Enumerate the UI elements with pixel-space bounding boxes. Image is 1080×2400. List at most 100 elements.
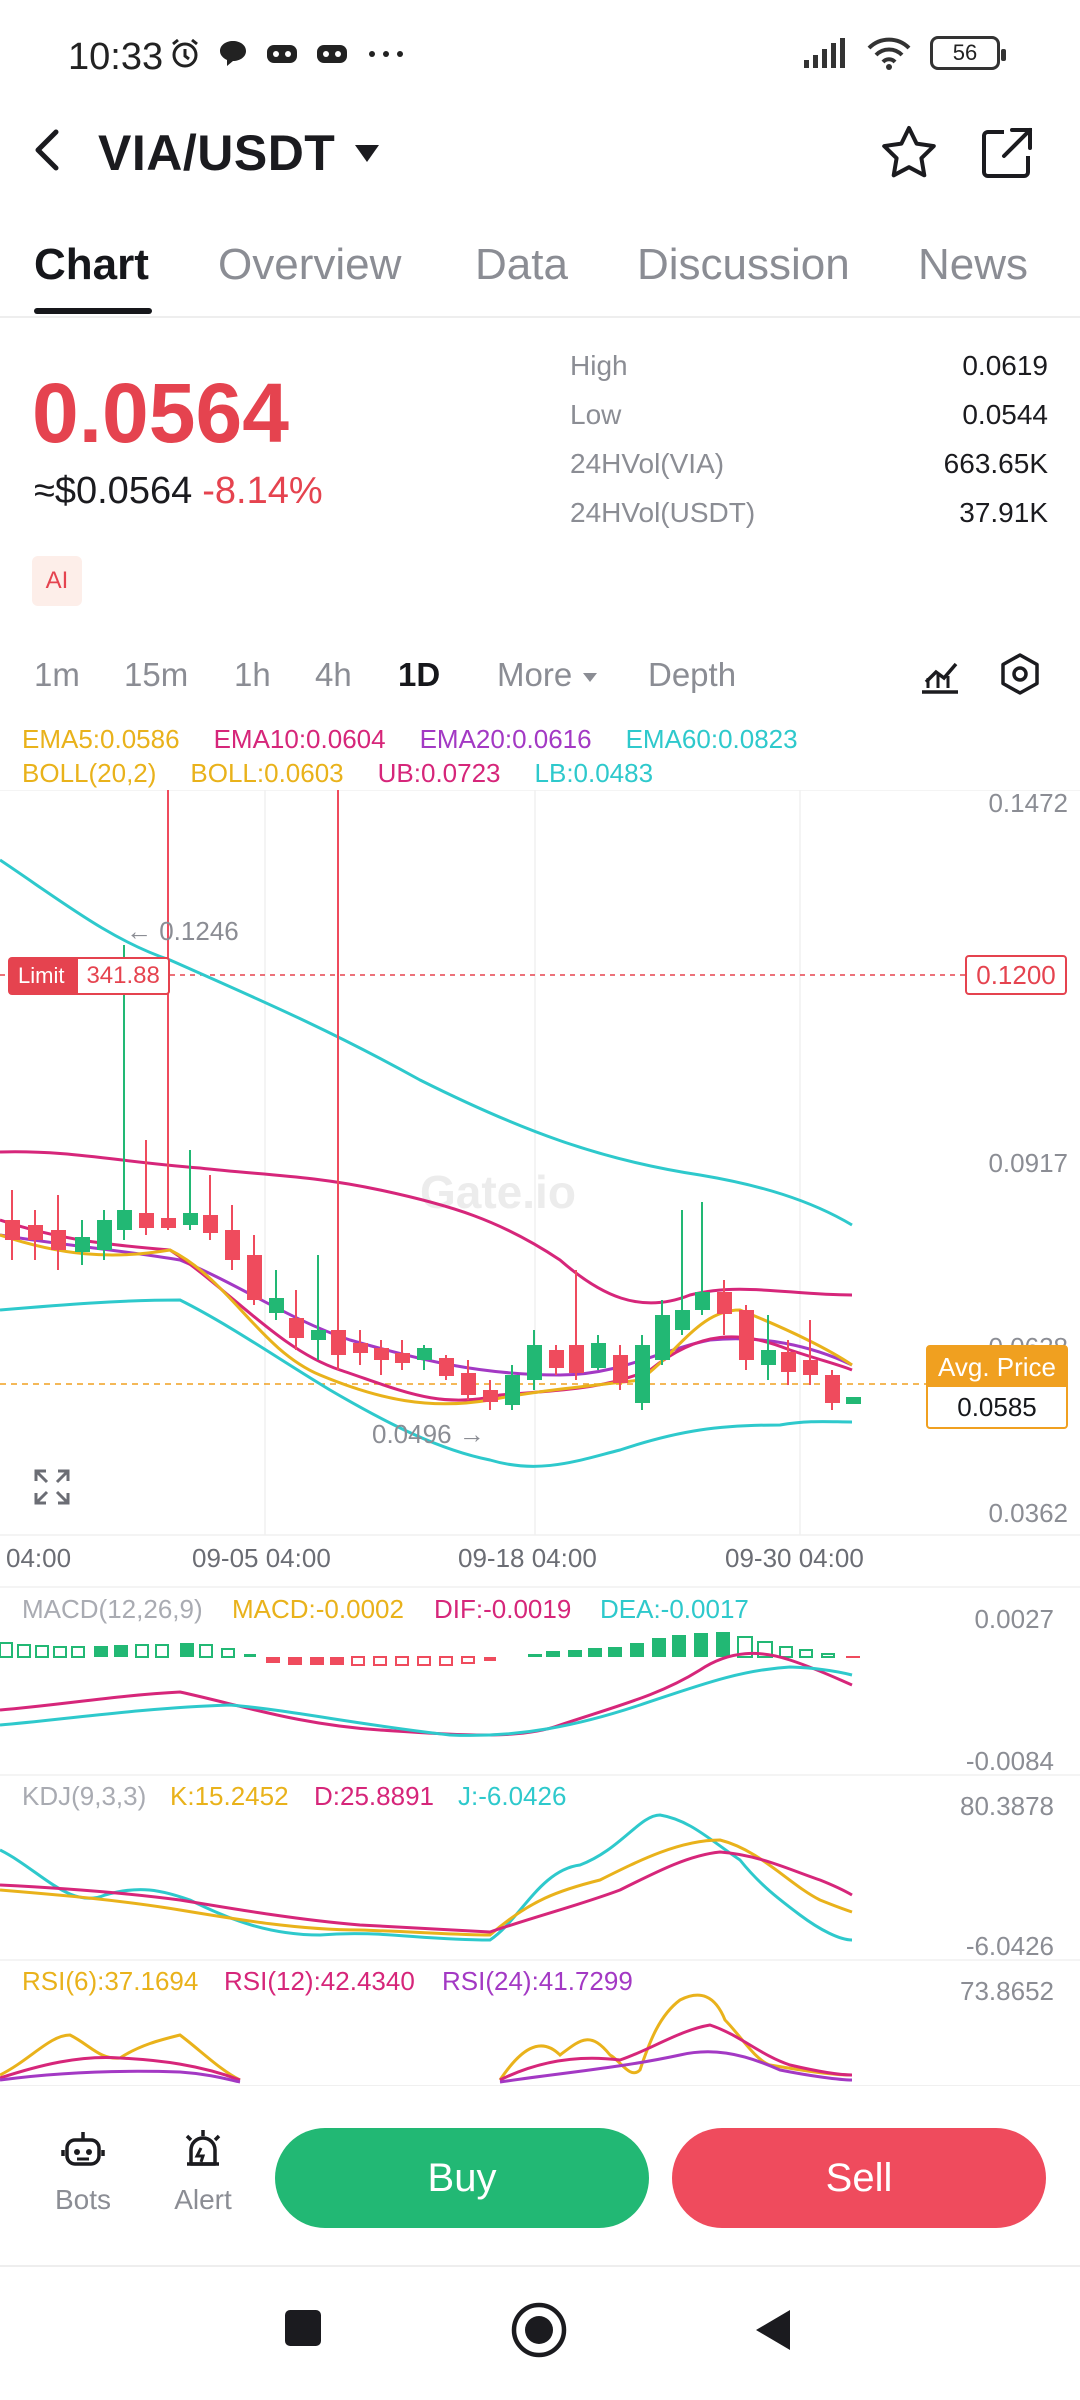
tab-chart[interactable]: Chart (34, 240, 149, 289)
stat-high: High 0.0619 (570, 350, 1048, 399)
interval-1m[interactable]: 1m (34, 656, 80, 693)
tab-data[interactable]: Data (475, 240, 568, 289)
usd-price: ≈$0.0564 -8.14% (34, 470, 323, 513)
stat-vol-via: 24HVol(VIA) 663.65K (570, 448, 1048, 497)
status-system-icons: 56 (802, 36, 1006, 70)
stat-value: 0.0619 (962, 350, 1048, 381)
rsi24-value: RSI(24):41.7299 (442, 1966, 633, 1996)
ema60-legend: EMA60:0.0823 (625, 724, 798, 754)
rsi12-value: RSI(12):42.4340 (224, 1966, 415, 1996)
macd-dif: DIF:-0.0019 (434, 1594, 571, 1624)
kdj-k-line (0, 1838, 853, 1937)
rsi6-value: RSI(6):37.1694 (22, 1966, 198, 1996)
home-button[interactable] (510, 2301, 568, 2364)
change-percent: -8.14% (202, 470, 323, 512)
header: VIA/USDT (0, 110, 1080, 200)
boll-params: BOLL(20,2) (22, 758, 157, 788)
depth-tab[interactable]: Depth (648, 656, 737, 693)
game-controller-icon (267, 45, 297, 63)
expand-icon (34, 1469, 70, 1505)
stat-value: 37.91K (959, 497, 1048, 528)
y-axis-label: 0.1472 (988, 790, 1068, 818)
bots-label: Bots (54, 2184, 112, 2215)
kdj-j: J:-6.0426 (458, 1781, 566, 1811)
boll-lower-line (0, 1298, 853, 1468)
ticker-stats: High 0.0619 Low 0.0544 24HVol(VIA) 663.65K … (570, 350, 1048, 546)
interval-1d[interactable]: 1D (398, 656, 441, 693)
interval-selector: 1m 15m 1h 4h 1D More Depth (0, 640, 1080, 710)
buy-button[interactable]: Buy (275, 2128, 649, 2228)
back-button[interactable] (26, 120, 86, 190)
share-button[interactable] (976, 122, 1038, 189)
chart-settings-button[interactable] (998, 652, 1042, 701)
favorite-button[interactable] (878, 122, 940, 189)
x-axis-label: 04:00 (6, 1543, 71, 1573)
alert-label: Alert (174, 2184, 232, 2215)
fullscreen-button[interactable] (30, 1465, 74, 1514)
limit-amount: 341.88 (76, 957, 170, 995)
macd-dea: DEA:-0.0017 (600, 1594, 749, 1624)
bottom-action-bar: Bots Alert Buy Sell (0, 2085, 1080, 2265)
interval-15m[interactable]: 15m (124, 656, 189, 693)
share-icon (982, 128, 1032, 178)
stat-label: Low (570, 399, 622, 430)
interval-more[interactable]: More (497, 656, 599, 694)
boll-ub: UB:0.0723 (377, 758, 501, 788)
tab-overview[interactable]: Overview (218, 240, 402, 289)
interval-1h[interactable]: 1h (234, 656, 271, 693)
alarm-icon (172, 38, 198, 68)
x-axis-label: 09-05 04:00 (192, 1543, 331, 1573)
kdj-title: KDJ(9,3,3) (22, 1781, 146, 1811)
boll-legend: BOLL(20,2) BOLL:0.0603 UB:0.0723 LB:0.0483 (22, 758, 687, 789)
settings-hexagon-icon (1001, 653, 1039, 695)
avg-price-label: Avg. Price (928, 1347, 1066, 1387)
caret-down-icon (583, 673, 598, 683)
robot-icon (61, 2132, 105, 2166)
ai-badge[interactable]: AI (32, 556, 82, 606)
indicator-chart-icon (922, 662, 958, 694)
boll-lb: LB:0.0483 (534, 758, 654, 788)
sell-button[interactable]: Sell (672, 2128, 1046, 2228)
stat-label: 24HVol(VIA) (570, 448, 725, 479)
indicator-button[interactable] (918, 652, 962, 701)
rsi12-line (0, 2023, 853, 2082)
limit-price-tag: 0.1200 (965, 955, 1067, 995)
section-tabs: Chart Overview Data Discussion News (0, 230, 1080, 318)
rsi24-line (0, 2050, 853, 2084)
limit-order-tag[interactable]: Limit 341.88 (8, 957, 170, 995)
trading-pair-title[interactable]: VIA/USDT (98, 125, 336, 181)
stat-vol-usdt: 24HVol(USDT) 37.91K (570, 497, 1048, 546)
tab-news[interactable]: News (918, 240, 1029, 289)
price-chart[interactable]: 0.1472 0.0917 0.0628 0.0362 (0, 790, 1080, 2085)
active-tab-indicator (34, 308, 152, 314)
avg-price-tag: Avg. Price 0.0585 (926, 1345, 1068, 1429)
ema20-legend: EMA20:0.0616 (419, 724, 592, 754)
x-axis-label: 09-18 04:00 (458, 1543, 597, 1573)
back-triangle-icon (756, 2310, 790, 2350)
alert-button[interactable]: Alert (158, 2126, 248, 2216)
ema60-line (0, 858, 853, 1227)
recents-button[interactable] (282, 2307, 324, 2354)
game-controller-icon (317, 45, 347, 63)
bots-button[interactable]: Bots (38, 2126, 128, 2216)
back-nav-button[interactable] (752, 2307, 794, 2358)
kdj-j-line (0, 1813, 853, 1942)
back-arrow-icon (35, 129, 59, 171)
stat-value: 0.0544 (962, 399, 1048, 430)
stat-low: Low 0.0544 (570, 399, 1048, 448)
tab-discussion[interactable]: Discussion (637, 240, 850, 289)
rsi-y-top: 73.8652 (960, 1976, 1054, 2006)
alarm-bell-icon (185, 2130, 221, 2166)
y-axis-label: 0.0917 (988, 1148, 1068, 1178)
caret-down-icon[interactable] (352, 138, 382, 168)
macd-y-top: 0.0027 (974, 1604, 1054, 1634)
interval-4h[interactable]: 4h (315, 656, 352, 693)
watermark: Gate.io (420, 1166, 576, 1218)
chat-bubble-icon (220, 41, 246, 66)
ema5-line (0, 1233, 853, 1406)
kdj-y-bottom: -6.0426 (966, 1931, 1054, 1961)
stat-value: 663.65K (943, 448, 1048, 479)
stat-label: 24HVol(USDT) (570, 497, 756, 528)
macd-histogram (0, 1632, 860, 1666)
macd-dea-line (0, 1665, 853, 1737)
